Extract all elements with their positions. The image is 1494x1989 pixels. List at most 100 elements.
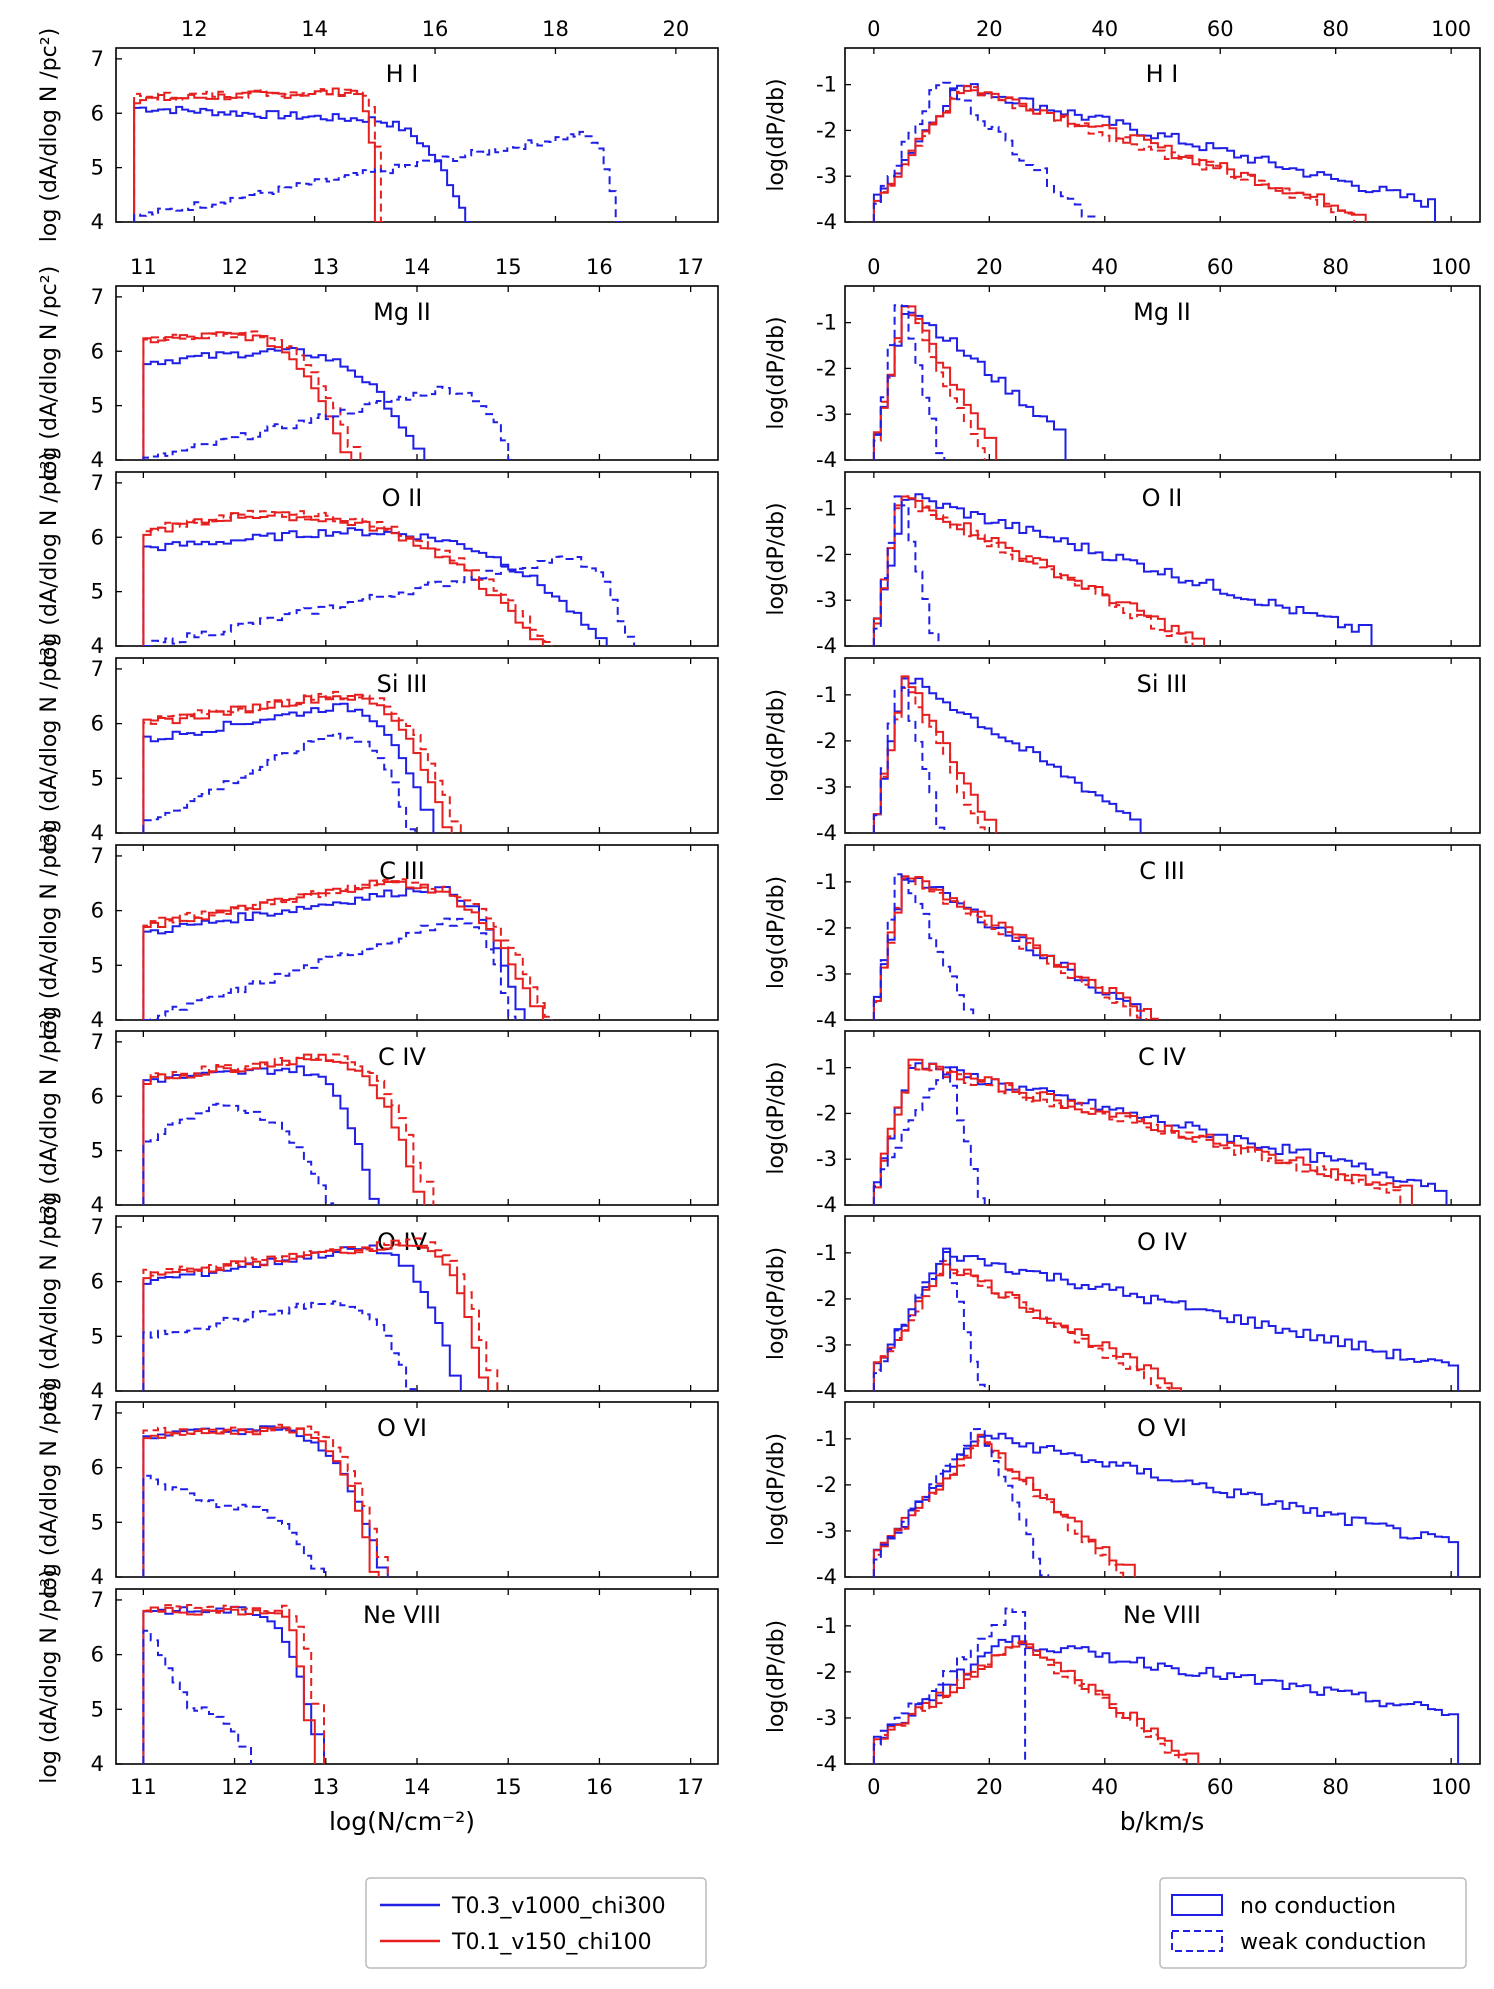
right-panel-5: -1 -2 -3 -4 log(dP/db) C IV	[764, 1030, 1481, 1217]
left-hist-red-dashed	[133, 88, 387, 222]
right-hist-red-solid	[872, 1058, 1413, 1205]
left-ytick-label: 5	[91, 1139, 104, 1163]
right-ytick-label: -3	[816, 775, 837, 799]
left-ytick-label: 4	[91, 210, 104, 234]
right-top-xtick-label: 80	[1322, 255, 1349, 279]
legend-style-label: weak conduction	[1240, 1930, 1426, 1955]
left-hist-red-solid	[142, 331, 353, 460]
left-ytick-label: 5	[91, 766, 104, 790]
right-ytick-label: -4	[816, 634, 837, 658]
left-ytick-label: 7	[91, 471, 104, 495]
right-ylabel: log(dP/db)	[764, 1061, 789, 1174]
left-ytick-label: 4	[91, 1565, 104, 1589]
left-panel-6: 4 5 6 7 log (dA/dlog N /pc²) O IV	[37, 1196, 719, 1411]
right-hist-blue-solid	[872, 1247, 1460, 1391]
left-ion-title: C IV	[378, 1043, 426, 1071]
right-hist-blue-dashed	[872, 686, 946, 833]
left-top-xtick-label: 18	[542, 17, 569, 41]
right-ytick-label: -4	[816, 448, 837, 472]
right-top-xtick-label: 20	[976, 255, 1003, 279]
left-top-xtick-label: 14	[404, 255, 431, 279]
right-hist-blue-dashed	[872, 495, 940, 646]
left-hist-blue-solid	[142, 1065, 380, 1205]
right-hist-red-dashed	[872, 1064, 1402, 1205]
left-ytick-label: 6	[91, 1456, 104, 1480]
left-ytick-label: 6	[91, 339, 104, 363]
legend-runs: T0.3_v1000_chi300 T0.1_v150_chi100	[365, 1877, 707, 1969]
left-ytick-label: 4	[91, 1379, 104, 1403]
right-hist-red-dashed	[872, 687, 986, 833]
right-ytick-label: -4	[816, 821, 837, 845]
left-hist-blue-dashed	[133, 130, 622, 222]
left-hist-blue-solid	[142, 1425, 389, 1577]
left-ion-title: O IV	[377, 1228, 428, 1256]
right-hist-red-solid	[872, 1263, 1182, 1391]
left-panel-0: 4 5 6 7 12 14 16 18 20 log (dA/dlog N /pc²) H I	[37, 17, 719, 242]
left-panel-7: 4 5 6 7 log (dA/dlog N /pc²) O VI	[37, 1382, 719, 1597]
right-axes-frame	[844, 1030, 1481, 1206]
left-bottom-xtick-label: 12	[221, 1775, 248, 1799]
right-panel-8: -1 -2 -3 -4 0 20 40 60 80 100 log(dP/db) Ne VIII	[764, 1588, 1481, 1799]
right-hist-red-solid	[872, 495, 1206, 646]
left-hist-red-dashed	[142, 1237, 499, 1391]
right-hist-blue-dashed	[872, 304, 946, 460]
legend-styles-box	[1159, 1877, 1467, 1969]
left-ytick-label: 4	[91, 448, 104, 472]
right-panel-1: -1 -2 -3 -4 0 20 40 60 80 100 log(dP/db) Mg II	[764, 255, 1481, 472]
left-ion-title: Ne VIII	[363, 1601, 441, 1629]
right-ion-title: Si III	[1137, 670, 1188, 698]
right-ion-title: C IV	[1138, 1043, 1186, 1071]
right-bottom-xtick-label: 100	[1431, 1775, 1471, 1799]
right-hist-red-solid	[872, 675, 998, 833]
right-ytick-label: -4	[816, 1379, 837, 1403]
right-ytick-label: -1	[816, 1241, 837, 1265]
right-hist-red-dashed	[872, 877, 1148, 1020]
right-ytick-label: -2	[816, 729, 837, 753]
left-hist-blue-dashed	[142, 732, 417, 833]
left-ylabel: log (dA/dlog N /pc²)	[37, 1011, 62, 1225]
left-hist-red-dashed	[142, 330, 362, 460]
right-top-xtick-label: 60	[1207, 255, 1234, 279]
right-panel-2: -1 -2 -3 -4 log(dP/db) O II	[764, 471, 1481, 658]
right-top-xtick-label: 40	[1091, 17, 1118, 41]
right-ion-title: O II	[1142, 484, 1183, 512]
right-ion-title: H I	[1146, 60, 1179, 88]
left-ylabel: log (dA/dlog N /pc²)	[37, 825, 62, 1039]
left-ytick-label: 4	[91, 634, 104, 658]
left-ytick-label: 5	[91, 580, 104, 604]
left-hist-blue-solid	[133, 105, 472, 222]
left-ytick-label: 7	[91, 47, 104, 71]
right-axes-frame	[844, 47, 1481, 223]
right-ylabel: log(dP/db)	[764, 316, 789, 429]
right-ytick-label: -4	[816, 1752, 837, 1776]
right-hist-red-solid	[872, 875, 1159, 1020]
left-ylabel: log (dA/dlog N /pc²)	[37, 28, 62, 242]
left-ytick-label: 6	[91, 525, 104, 549]
left-top-xtick-label: 16	[422, 17, 449, 41]
right-ytick-label: -2	[816, 1101, 837, 1125]
right-hist-red-dashed	[872, 1641, 1188, 1764]
right-ion-title: O VI	[1137, 1414, 1187, 1442]
left-hist-blue-solid	[142, 1244, 462, 1391]
right-hist-blue-solid	[872, 877, 1142, 1020]
left-ytick-label: 6	[91, 712, 104, 736]
right-hist-red-dashed	[872, 1259, 1171, 1391]
right-panel-6: -1 -2 -3 -4 log(dP/db) O IV	[764, 1215, 1481, 1403]
right-ytick-label: -1	[816, 1614, 837, 1638]
right-ylabel: log(dP/db)	[764, 876, 789, 989]
right-top-xtick-label: 40	[1091, 255, 1118, 279]
left-ytick-label: 4	[91, 1193, 104, 1217]
right-ytick-label: -1	[816, 870, 837, 894]
left-top-xtick-label: 16	[586, 255, 613, 279]
right-ytick-label: -4	[816, 1008, 837, 1032]
left-hist-red-dashed	[142, 1053, 435, 1205]
right-axes-frame	[844, 1401, 1481, 1578]
left-top-xtick-label: 13	[312, 255, 339, 279]
left-hist-blue-solid	[142, 527, 608, 646]
right-ion-title: Mg II	[1133, 298, 1191, 326]
left-ylabel: log (dA/dlog N /pc²)	[37, 1569, 62, 1783]
right-ylabel: log(dP/db)	[764, 1620, 789, 1733]
left-ytick-label: 7	[91, 1030, 104, 1054]
left-hist-red-solid	[142, 1239, 490, 1391]
